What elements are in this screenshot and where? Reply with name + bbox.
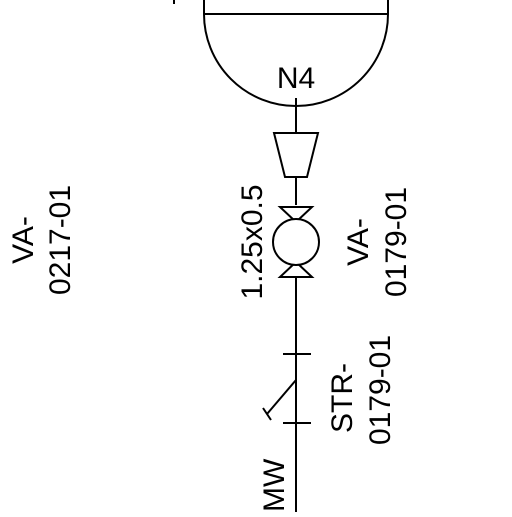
line-service-label: MW xyxy=(258,458,291,512)
valve-left-tag-line2: 0217-01 xyxy=(44,185,77,295)
strainer-symbol xyxy=(262,353,311,424)
ball-valve-symbol xyxy=(272,206,320,278)
reducer-symbol xyxy=(272,132,320,178)
valve-right-tag-line1: VA- xyxy=(342,218,375,266)
reducer-size-label: 1.25x0.5 xyxy=(236,184,269,299)
nozzle-label: N4 xyxy=(277,62,315,95)
valve-left-tag-line1: VA- xyxy=(7,216,40,264)
strainer-tag-line2: 0179-01 xyxy=(364,335,397,445)
strainer-tag-line1: STR- xyxy=(326,363,359,433)
valve-right-tag-line2: 0179-01 xyxy=(380,187,413,297)
